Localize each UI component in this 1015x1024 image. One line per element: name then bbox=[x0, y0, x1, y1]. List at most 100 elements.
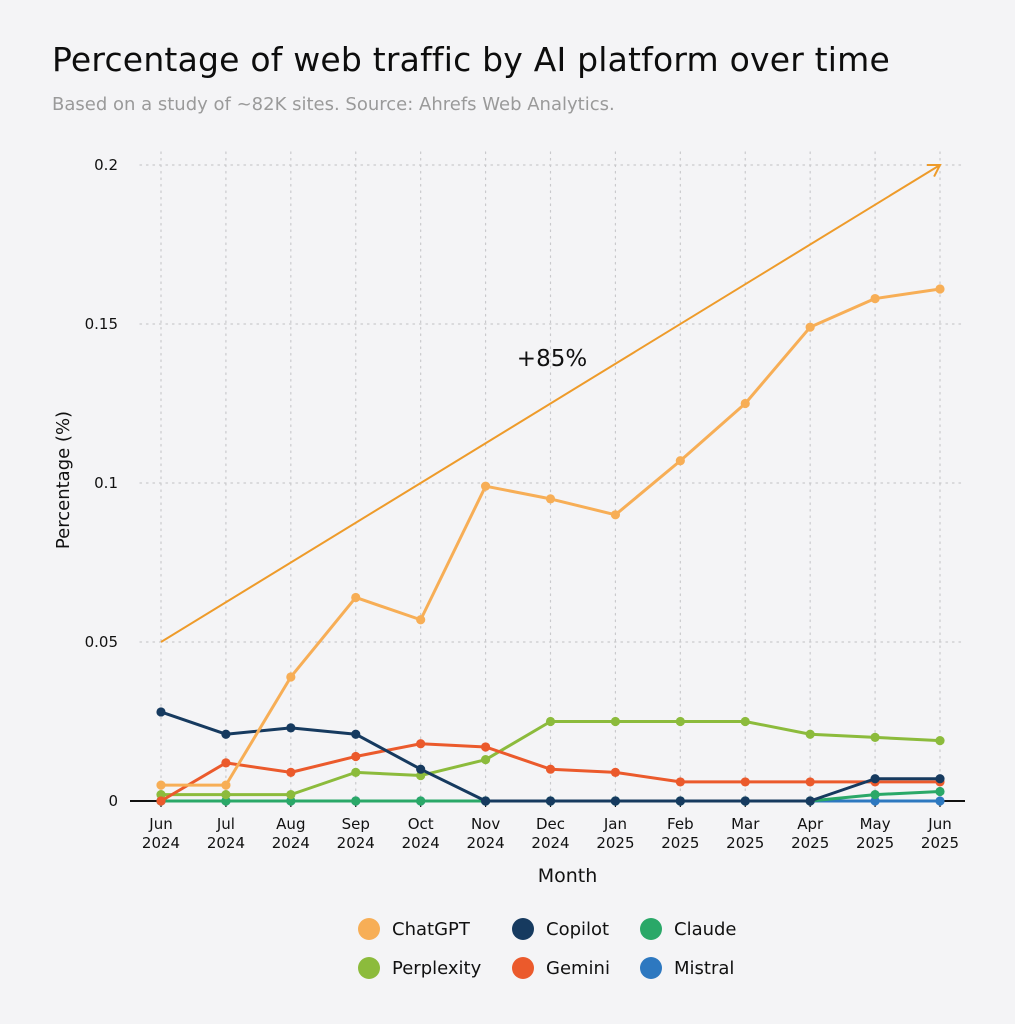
data-point-gemini bbox=[416, 739, 426, 749]
data-point-copilot bbox=[286, 723, 296, 733]
x-tick-label-month: Apr bbox=[797, 815, 824, 833]
legend-label-copilot: Copilot bbox=[546, 918, 610, 940]
y-tick-label: 0.2 bbox=[94, 156, 118, 174]
x-tick-label-year: 2024 bbox=[402, 834, 440, 852]
x-tick-label-year: 2025 bbox=[661, 834, 699, 852]
data-point-claude bbox=[935, 786, 945, 797]
legend-swatch-mistral bbox=[640, 957, 662, 979]
x-tick-label-month: Oct bbox=[408, 815, 434, 833]
chart-title: Percentage of web traffic by AI platform… bbox=[52, 40, 891, 79]
growth-annotation-label: +85% bbox=[517, 346, 587, 372]
x-tick-label-year: 2024 bbox=[531, 834, 569, 852]
data-point-chatgpt bbox=[480, 481, 491, 491]
data-point-gemini bbox=[480, 742, 491, 752]
data-point-claude bbox=[286, 796, 296, 806]
data-point-claude bbox=[221, 796, 231, 806]
y-tick-label: 0.15 bbox=[85, 315, 118, 333]
legend-label-chatgpt: ChatGPT bbox=[392, 918, 470, 940]
data-point-gemini bbox=[610, 767, 621, 777]
x-tick-label-year: 2024 bbox=[142, 834, 180, 852]
data-point-copilot bbox=[740, 796, 750, 806]
data-point-chatgpt bbox=[870, 293, 880, 304]
x-tick-label-year: 2024 bbox=[337, 834, 375, 852]
data-point-perplexity bbox=[870, 732, 880, 743]
x-tick-label-year: 2025 bbox=[726, 834, 764, 852]
y-tick-label: 0.05 bbox=[85, 633, 118, 651]
data-point-claude bbox=[351, 796, 361, 806]
x-tick-label-month: Jul bbox=[216, 815, 235, 833]
x-tick-label-month: May bbox=[860, 815, 891, 833]
data-point-copilot bbox=[351, 729, 361, 739]
data-point-chatgpt bbox=[156, 780, 166, 790]
x-tick-label-year: 2025 bbox=[596, 834, 634, 852]
x-tick-label-year: 2025 bbox=[791, 834, 829, 852]
legend-item-claude: Claude bbox=[640, 918, 737, 940]
x-tick-label-year: 2025 bbox=[921, 834, 959, 852]
x-tick-label-year: 2024 bbox=[207, 834, 245, 852]
legend-swatch-gemini bbox=[512, 957, 534, 979]
data-point-perplexity bbox=[156, 790, 166, 800]
y-tick-label: 0 bbox=[108, 792, 118, 810]
legend-swatch-chatgpt bbox=[358, 918, 380, 940]
data-point-copilot bbox=[156, 707, 166, 717]
legend-swatch-claude bbox=[640, 918, 662, 940]
legend-item-chatgpt: ChatGPT bbox=[358, 918, 470, 940]
legend-item-perplexity: Perplexity bbox=[358, 957, 481, 979]
x-tick-label-month: Dec bbox=[536, 815, 565, 833]
x-tick-label-month: Jun bbox=[148, 815, 172, 833]
data-point-perplexity bbox=[416, 770, 426, 781]
data-point-chatgpt bbox=[221, 780, 231, 790]
data-point-perplexity bbox=[805, 729, 815, 739]
data-point-chatgpt bbox=[740, 398, 750, 409]
data-point-chatgpt bbox=[351, 592, 361, 603]
data-point-chatgpt bbox=[935, 284, 945, 294]
line-chart: 00.050.10.150.2Jun2024Jul2024Aug2024Sep2… bbox=[53, 151, 966, 887]
x-tick-label-month: Nov bbox=[471, 815, 500, 833]
data-point-copilot bbox=[610, 796, 621, 806]
data-point-mistral bbox=[870, 796, 880, 806]
data-point-gemini bbox=[351, 751, 361, 762]
data-point-claude bbox=[870, 790, 880, 800]
data-point-copilot bbox=[221, 729, 231, 739]
data-point-perplexity bbox=[545, 716, 556, 727]
data-point-copilot bbox=[416, 764, 426, 774]
legend-item-copilot: Copilot bbox=[512, 918, 609, 940]
data-point-gemini bbox=[286, 767, 296, 777]
chart-subtitle: Based on a study of ~82K sites. Source: … bbox=[52, 94, 615, 115]
x-tick-label-month: Mar bbox=[731, 815, 760, 833]
data-point-perplexity bbox=[351, 767, 361, 777]
data-point-perplexity bbox=[221, 790, 231, 800]
x-tick-label-month: Sep bbox=[342, 815, 370, 833]
data-point-perplexity bbox=[610, 716, 621, 727]
data-point-copilot bbox=[545, 796, 556, 806]
data-point-perplexity bbox=[740, 716, 750, 727]
data-point-gemini bbox=[805, 777, 815, 787]
data-point-perplexity bbox=[675, 716, 685, 727]
data-point-chatgpt bbox=[286, 672, 296, 682]
data-point-copilot bbox=[870, 774, 880, 784]
x-tick-label-year: 2024 bbox=[272, 834, 310, 852]
data-point-chatgpt bbox=[610, 510, 621, 520]
legend-item-gemini: Gemini bbox=[512, 957, 610, 979]
x-tick-label-month: Aug bbox=[276, 815, 305, 833]
x-tick-label-month: Jun bbox=[927, 815, 951, 833]
growth-arrow-line bbox=[160, 164, 941, 643]
y-tick-label: 0.1 bbox=[94, 474, 118, 492]
data-point-mistral bbox=[935, 796, 945, 806]
data-point-chatgpt bbox=[545, 494, 556, 504]
data-point-perplexity bbox=[286, 790, 296, 800]
data-point-gemini bbox=[740, 777, 750, 787]
data-point-copilot bbox=[675, 796, 685, 806]
data-point-perplexity bbox=[935, 735, 945, 746]
x-tick-label-year: 2025 bbox=[856, 834, 894, 852]
data-point-chatgpt bbox=[805, 322, 815, 332]
legend-item-mistral: Mistral bbox=[640, 957, 734, 979]
data-point-copilot bbox=[935, 774, 945, 784]
data-point-gemini bbox=[221, 758, 231, 768]
legend-label-perplexity: Perplexity bbox=[392, 957, 482, 979]
x-axis-title: Month bbox=[538, 865, 598, 887]
legend-swatch-copilot bbox=[512, 918, 534, 940]
data-point-chatgpt bbox=[675, 456, 685, 466]
legend-label-gemini: Gemini bbox=[546, 957, 610, 979]
growth-arrow-head bbox=[926, 163, 942, 178]
